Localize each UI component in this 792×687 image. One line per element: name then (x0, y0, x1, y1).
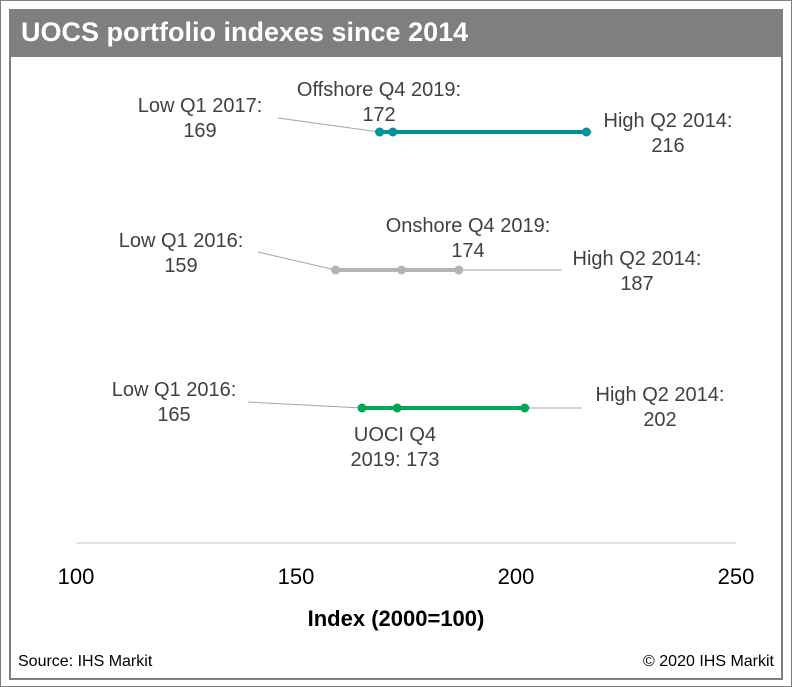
low-label-line2: 165 (157, 404, 190, 426)
low-leader-line (257, 251, 336, 271)
low-point (357, 403, 367, 413)
high-label-line2: 187 (620, 273, 653, 295)
current-label-line2: 2019: 173 (351, 449, 440, 471)
current-label-line1: Onshore Q4 2019: (386, 215, 551, 237)
high-point (581, 127, 591, 137)
copyright-note: © 2020 IHS Markit (643, 653, 775, 670)
current-label-line2: 174 (451, 240, 484, 262)
high-label-line1: High Q2 2014: (573, 248, 702, 270)
high-label-line1: High Q2 2014: (596, 384, 725, 406)
current-point (397, 265, 407, 275)
chart-title: UOCS portfolio indexes since 2014 (21, 17, 469, 47)
source-note: Source: IHS Markit (18, 653, 153, 670)
title-bar: UOCS portfolio indexes since 2014 (9, 9, 783, 57)
x-tick-label: 150 (278, 564, 315, 589)
high-label-line1: High Q2 2014: (604, 110, 733, 132)
low-label-line1: Low Q1 2016: (119, 230, 244, 252)
current-label-line1: UOCI Q4 (354, 424, 436, 446)
high-point (520, 403, 530, 413)
current-point (392, 403, 402, 413)
low-label-line1: Low Q1 2017: (138, 95, 263, 117)
plot-area (9, 57, 783, 680)
x-tick-label: 100 (58, 564, 95, 589)
low-point (331, 265, 341, 275)
current-point (388, 127, 398, 137)
high-label-line2: 202 (643, 409, 676, 431)
current-label-line1: Offshore Q4 2019: (297, 79, 461, 101)
x-tick-label: 200 (498, 564, 535, 589)
current-label-line2: 172 (362, 104, 395, 126)
x-tick-label: 250 (718, 564, 755, 589)
low-label-line2: 169 (183, 120, 216, 142)
low-label-line1: Low Q1 2016: (112, 379, 237, 401)
low-label-line2: 159 (164, 255, 197, 277)
low-leader-line (247, 401, 363, 409)
low-leader-line (277, 117, 380, 133)
high-point (454, 265, 464, 275)
x-axis-title: Index (2000=100) (308, 606, 485, 631)
low-point (375, 127, 385, 137)
high-label-line2: 216 (651, 135, 684, 157)
